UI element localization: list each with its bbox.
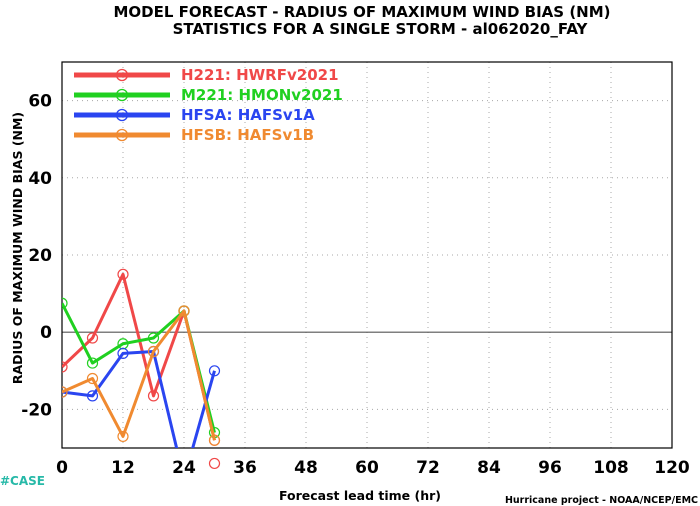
- x-tick-label: 36: [233, 458, 257, 478]
- x-tick-label: 0: [56, 458, 68, 478]
- x-tick-label: 96: [538, 458, 562, 478]
- case-label: #CASE: [0, 474, 45, 488]
- y-axis-label: RADIUS OF MAXIMUM WIND BIAS (NM): [10, 112, 25, 384]
- legend-marker: [115, 108, 129, 122]
- legend-marker: [115, 128, 129, 142]
- x-tick-label: 84: [477, 458, 501, 478]
- grid: [62, 62, 672, 448]
- series-line: [62, 302, 216, 433]
- series-point: [147, 390, 160, 402]
- series-point: [86, 390, 99, 402]
- legend-label: M221: HMONv2021: [181, 86, 343, 104]
- x-tick-label: 24: [172, 458, 196, 478]
- x-tick-label: 108: [593, 458, 629, 478]
- series-point: [62, 297, 68, 309]
- series-group: [62, 297, 221, 439]
- y-tick-label: 20: [28, 246, 52, 266]
- series-point: [117, 430, 129, 443]
- y-tick-label: -20: [21, 400, 52, 420]
- series-point: [86, 332, 99, 344]
- y-axis-ticks: -20 0 20 40 60: [21, 92, 52, 421]
- series-point: [208, 365, 221, 377]
- legend-label: HFSB: HAFSv1B: [181, 126, 314, 144]
- x-axis-ticks: 0 12 24 36 48 60 72 84 96 108 120: [56, 458, 690, 478]
- x-tick-label: 60: [355, 458, 379, 478]
- x-axis-label: Forecast lead time (hr): [279, 488, 441, 503]
- series-point: [62, 386, 68, 398]
- chart-title: MODEL FORECAST - RADIUS OF MAXIMUM WIND …: [113, 3, 610, 21]
- x-tick-label: 48: [294, 458, 318, 478]
- series-point: [86, 372, 99, 385]
- chart-subtitle: STATISTICS FOR A SINGLE STORM - al062020…: [173, 20, 589, 38]
- open-marker: [208, 457, 221, 470]
- x-tick-label: 72: [416, 458, 440, 478]
- series-point: [147, 345, 160, 358]
- x-tick-label: 12: [111, 458, 135, 478]
- y-tick-label: 0: [40, 323, 52, 343]
- legend-marker: [115, 68, 129, 82]
- legend-label: H221: HWRFv2021: [181, 66, 339, 84]
- series-line: [62, 272, 216, 441]
- legend-label: HFSA: HAFSv1A: [181, 106, 315, 124]
- series-point: [62, 361, 68, 373]
- series-point: [86, 357, 99, 369]
- credit-label: Hurricane project - NOAA/NCEP/EMC: [505, 495, 698, 506]
- series-point: [178, 305, 190, 317]
- series-point: [147, 332, 160, 344]
- series-point: [208, 434, 221, 446]
- legend-marker: [115, 88, 129, 102]
- x-tick-label: 120: [654, 458, 690, 478]
- series-group: [62, 305, 221, 446]
- legend: H221: HWRFv2021 M221: HMONv2021 HFSA: HAFS…: [74, 66, 343, 144]
- series-point: [117, 268, 129, 280]
- series-lines: [62, 268, 221, 448]
- plot-frame: [61, 61, 673, 449]
- y-tick-label: 40: [28, 169, 52, 189]
- series-point: [117, 347, 129, 360]
- y-tick-label: 60: [28, 92, 52, 112]
